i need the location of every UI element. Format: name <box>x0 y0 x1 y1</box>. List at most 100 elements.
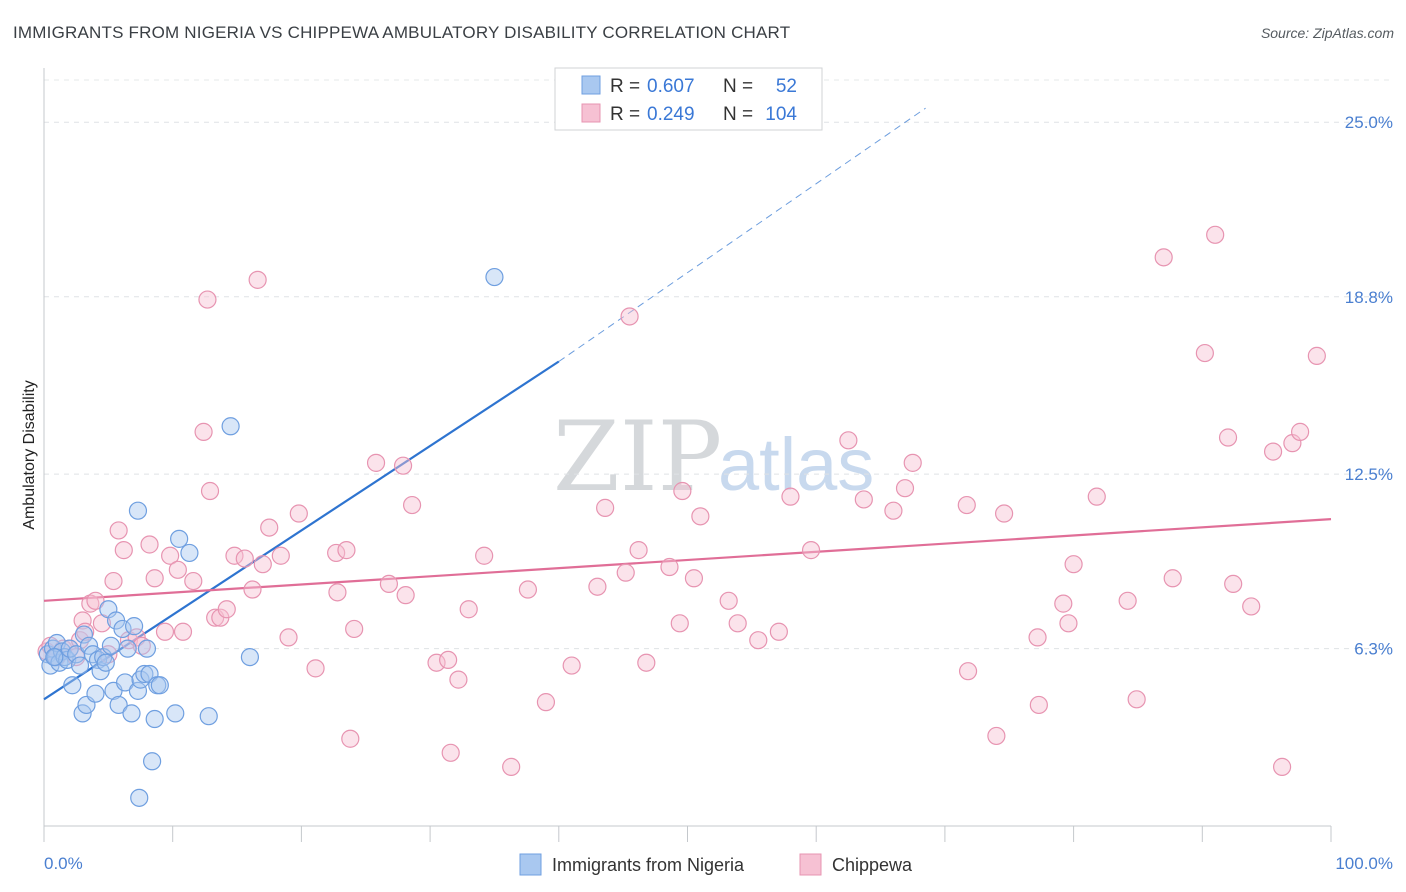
data-point-chippewa <box>306 659 325 678</box>
data-point-chippewa <box>1087 487 1106 506</box>
data-point-chippewa <box>114 541 133 560</box>
data-point-chippewa <box>198 290 217 309</box>
data-point-nigeria <box>109 695 128 715</box>
watermark-zip: ZIP <box>553 401 722 513</box>
data-point-chippewa <box>728 614 747 633</box>
data-point-chippewa <box>109 521 128 540</box>
data-point-chippewa <box>749 631 768 650</box>
bottom-legend-swatch-chippewa <box>799 853 822 876</box>
data-point-nigeria <box>74 625 93 644</box>
data-point-nigeria <box>180 543 199 563</box>
data-point-chippewa <box>1195 343 1214 363</box>
data-point-chippewa <box>518 580 538 599</box>
data-point-chippewa <box>1224 574 1243 594</box>
data-point-chippewa <box>145 569 164 588</box>
data-point-nigeria <box>73 704 92 723</box>
legend-r-label-chippewa: R = <box>610 104 640 125</box>
y-tick-label: 18.8% <box>1345 288 1393 307</box>
data-point-chippewa <box>173 622 193 641</box>
data-point-chippewa <box>366 453 386 472</box>
data-point-chippewa <box>1242 597 1261 616</box>
chart-title: IMMIGRANTS FROM NIGERIA VS CHIPPEWA AMBU… <box>13 23 790 42</box>
data-point-nigeria <box>122 704 141 723</box>
data-point-nigeria <box>79 636 99 655</box>
data-point-chippewa <box>596 498 615 517</box>
data-point-chippewa <box>475 546 494 565</box>
legend-box: R = 0.607 N = 52 R = 0.249 N = 104 <box>554 67 823 131</box>
data-point-chippewa <box>588 577 607 596</box>
trend-line-chippewa <box>43 518 1332 602</box>
data-point-chippewa <box>1307 346 1326 365</box>
data-point-chippewa <box>562 656 581 675</box>
legend-n-label-nigeria: N = <box>723 76 753 97</box>
data-point-chippewa <box>449 670 468 689</box>
data-point-chippewa <box>502 757 521 776</box>
data-point-chippewa <box>337 541 356 560</box>
data-point-chippewa <box>684 569 704 588</box>
x-tick-label-min: 0.0% <box>44 854 83 873</box>
data-point-chippewa <box>884 501 903 520</box>
y-tick-labels: 6.3% 12.5% 18.8% 25.0% <box>1345 113 1393 658</box>
data-point-chippewa <box>1127 690 1146 709</box>
axes <box>43 68 1332 842</box>
data-point-chippewa <box>396 586 415 605</box>
data-point-nigeria <box>145 709 164 729</box>
data-point-chippewa <box>957 495 976 515</box>
data-point-nigeria <box>240 647 260 667</box>
data-point-chippewa <box>441 743 460 762</box>
data-point-chippewa <box>616 563 635 582</box>
data-point-chippewa <box>801 541 821 560</box>
data-point-chippewa <box>253 555 272 574</box>
data-point-chippewa <box>895 479 915 498</box>
data-point-nigeria <box>130 788 149 807</box>
data-point-chippewa <box>402 495 422 515</box>
legend-swatch-nigeria <box>581 75 601 95</box>
data-point-chippewa <box>670 614 689 633</box>
data-point-chippewa <box>1218 428 1238 447</box>
data-point-chippewa <box>660 557 679 577</box>
watermark-atlas: atlas <box>718 423 874 506</box>
data-point-chippewa <box>217 600 236 619</box>
data-point-chippewa <box>341 729 360 748</box>
data-point-chippewa <box>620 307 639 326</box>
data-point-chippewa <box>104 571 123 591</box>
legend-n-value-chippewa: 104 <box>765 104 797 125</box>
data-point-chippewa <box>279 628 298 647</box>
data-point-chippewa <box>1059 614 1078 633</box>
data-point-chippewa <box>140 535 159 554</box>
data-point-chippewa <box>379 574 399 594</box>
data-point-nigeria <box>45 647 64 667</box>
data-point-chippewa <box>427 653 446 672</box>
data-point-nigeria <box>118 639 137 658</box>
data-point-chippewa <box>673 481 692 501</box>
data-point-chippewa <box>1291 422 1310 441</box>
data-point-chippewa <box>1064 555 1083 574</box>
bottom-legend: Immigrants from Nigeria Chippewa <box>519 853 913 876</box>
watermark: ZIP atlas <box>553 401 874 513</box>
data-point-chippewa <box>393 456 413 475</box>
data-point-chippewa <box>839 431 858 450</box>
data-point-nigeria <box>135 664 154 684</box>
data-point-chippewa <box>1118 591 1137 610</box>
series-chippewa-points <box>37 225 1326 776</box>
data-point-chippewa <box>260 518 279 537</box>
data-point-chippewa <box>629 541 648 560</box>
data-point-nigeria <box>70 656 90 675</box>
data-point-nigeria <box>150 676 169 695</box>
data-point-chippewa <box>1029 695 1048 715</box>
data-point-chippewa <box>459 600 478 619</box>
data-point-chippewa <box>81 594 100 613</box>
data-point-chippewa <box>235 549 254 568</box>
legend-r-label-nigeria: R = <box>610 76 640 97</box>
data-point-chippewa <box>1263 442 1283 461</box>
bottom-legend-label-nigeria: Immigrants from Nigeria <box>552 855 745 875</box>
data-point-nigeria <box>485 267 504 287</box>
data-point-chippewa <box>719 591 738 610</box>
data-point-chippewa <box>289 504 308 523</box>
legend-r-value-chippewa: 0.249 <box>647 104 695 125</box>
x-tick-label-max: 100.0% <box>1335 854 1393 873</box>
data-point-chippewa <box>987 726 1006 746</box>
data-point-chippewa <box>184 571 203 591</box>
data-point-chippewa <box>781 487 800 506</box>
data-point-chippewa <box>248 270 267 289</box>
